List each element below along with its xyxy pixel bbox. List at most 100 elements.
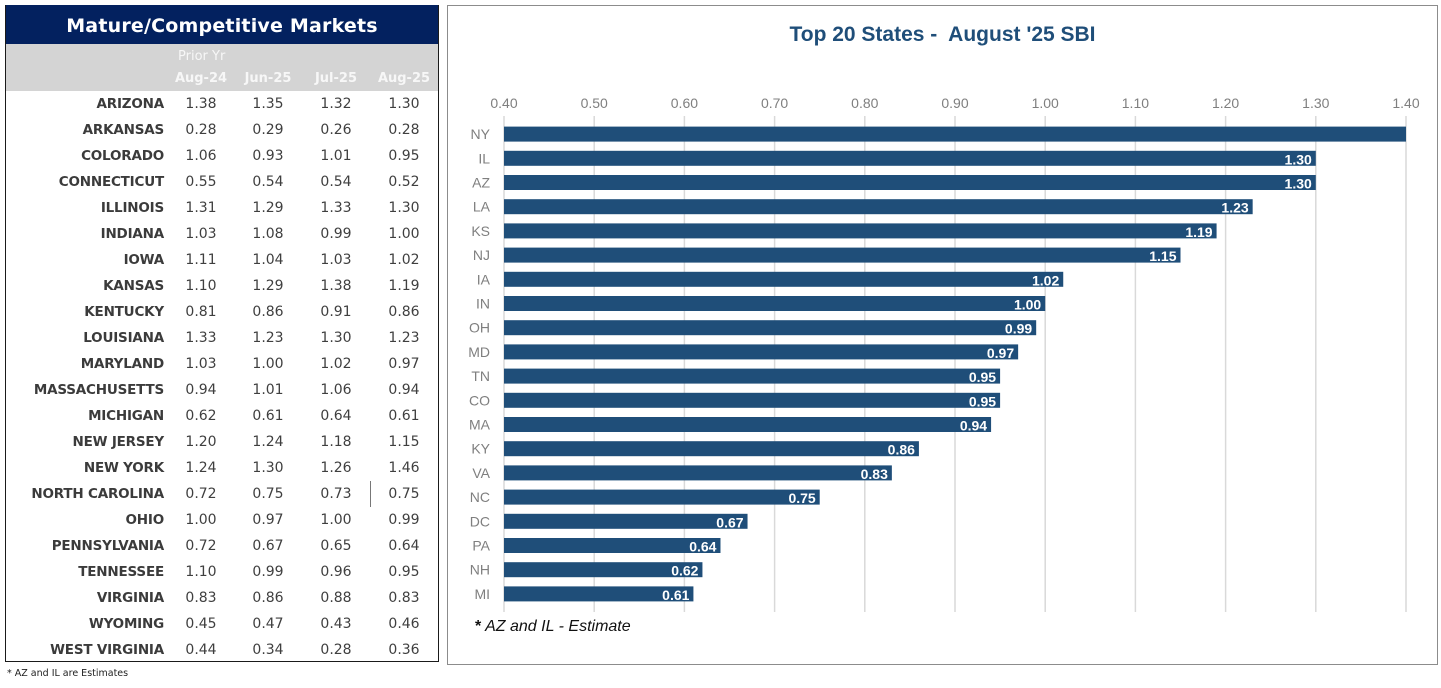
x-tick-label: 1.10 xyxy=(1122,95,1149,111)
table-cell: 1.06 xyxy=(320,382,352,398)
bar-nj xyxy=(504,247,1181,263)
table-cell: 1.19 xyxy=(388,278,420,294)
chart-panel: Top 20 States - August '25 SBI 0.40 0.50 0… xyxy=(447,5,1438,665)
footnote-text: AZ and IL - Estimate xyxy=(481,618,631,635)
category-label: MI xyxy=(474,586,490,602)
category-label: NY xyxy=(471,126,491,142)
table-cell: 0.94 xyxy=(185,382,217,398)
data-label: 0.95 xyxy=(969,369,996,385)
table-cell: 0.83 xyxy=(388,590,420,606)
category-label: MD xyxy=(468,344,490,360)
category-label: NH xyxy=(470,562,490,578)
column-header: Aug-25 xyxy=(377,71,431,86)
table-cell: 0.45 xyxy=(185,616,217,632)
state-name: ARIZONA xyxy=(96,96,165,112)
category-label: LA xyxy=(473,199,491,215)
table-cell: 1.20 xyxy=(185,434,217,450)
table-cell: 0.75 xyxy=(252,486,284,502)
data-label: 0.97 xyxy=(987,345,1014,361)
table-cell: 1.33 xyxy=(185,330,217,346)
state-name: ARKANSAS xyxy=(82,122,165,138)
footnote-asterisk: * xyxy=(475,618,482,635)
bar-oh xyxy=(504,320,1037,336)
x-tick-label: 1.00 xyxy=(1032,95,1059,111)
bar-ky xyxy=(504,441,919,457)
table-cell: 0.86 xyxy=(388,304,420,320)
chart-footnote: * AZ and IL - Estimate xyxy=(475,618,631,636)
table-row: ILLINOIS 1.31 1.29 1.33 1.30 xyxy=(6,195,438,221)
table-cell: 1.18 xyxy=(320,434,352,450)
table-cell: 1.00 xyxy=(185,512,217,528)
data-labels: 1.30 1.30 1.23 1.19 1.15 1.02 1.00 0.99 0.97 0.95… xyxy=(662,151,1312,603)
table-cell: 1.26 xyxy=(320,460,352,476)
category-label: MA xyxy=(469,417,491,433)
x-tick-label: 1.30 xyxy=(1302,95,1329,111)
data-label: 0.61 xyxy=(662,587,689,603)
table-row: ARIZONA 1.38 1.35 1.32 1.30 xyxy=(6,91,438,117)
state-name: MASSACHUSETTS xyxy=(33,382,164,398)
x-tick-label: 1.20 xyxy=(1212,95,1239,111)
table-row: KENTUCKY 0.81 0.86 0.91 0.86 xyxy=(6,299,438,325)
table-row: ARKANSAS 0.28 0.29 0.26 0.28 xyxy=(6,117,438,143)
table-cell: 1.30 xyxy=(388,200,420,216)
gridlines xyxy=(503,116,1407,612)
table-row: COLORADO 1.06 0.93 1.01 0.95 xyxy=(6,143,438,169)
bar-mi xyxy=(504,586,694,602)
state-name: MICHIGAN xyxy=(88,408,164,424)
x-tick-label: 0.50 xyxy=(581,95,608,111)
table-row: WYOMING 0.45 0.47 0.43 0.46 xyxy=(6,611,438,637)
bar-ia xyxy=(504,271,1064,287)
table-footnote: * AZ and IL are Estimates xyxy=(7,668,129,679)
bar-az xyxy=(504,175,1316,190)
table-cell: 1.35 xyxy=(252,96,284,112)
table-cell: 0.73 xyxy=(320,486,352,502)
table-cell: 0.52 xyxy=(388,174,420,190)
table-cell: 1.23 xyxy=(252,330,284,346)
state-name: PENNSYLVANIA xyxy=(51,538,165,554)
table-cell: 1.08 xyxy=(252,226,284,242)
table-cell: 0.67 xyxy=(252,538,284,554)
table-row: LOUISIANA 1.33 1.23 1.30 1.23 xyxy=(6,325,438,351)
table-cell: 1.38 xyxy=(320,278,352,294)
table-cell: 1.38 xyxy=(185,96,217,112)
category-label: DC xyxy=(470,513,490,529)
state-name: WEST VIRGINIA xyxy=(50,642,164,658)
table-cell: 0.94 xyxy=(388,382,420,398)
prior-year-label: Prior Yr xyxy=(178,49,226,64)
bar-ks xyxy=(504,223,1217,239)
table-cell: 0.95 xyxy=(388,564,420,580)
table-cell: 0.72 xyxy=(185,486,217,502)
category-label: TN xyxy=(471,368,490,384)
state-name: COLORADO xyxy=(81,148,164,164)
category-label: KY xyxy=(471,441,490,457)
table-cell: 1.30 xyxy=(252,460,284,476)
table-cell: 1.03 xyxy=(185,226,217,242)
table-cell: 1.03 xyxy=(320,252,352,268)
table-row: INDIANA 1.03 1.08 0.99 1.00 xyxy=(6,221,438,247)
table-row: WEST VIRGINIA 0.44 0.34 0.28 0.36 xyxy=(6,637,438,663)
table-row: OHIO 1.00 0.97 1.00 0.99 xyxy=(6,507,438,533)
table-cell: 1.03 xyxy=(185,356,217,372)
chart-title: Top 20 States - August '25 SBI xyxy=(789,23,1096,46)
bar-co xyxy=(504,392,1001,408)
data-label: 1.00 xyxy=(1014,297,1041,313)
data-label: 0.75 xyxy=(788,490,815,506)
state-name: OHIO xyxy=(125,512,165,528)
table-cell: 0.46 xyxy=(388,616,420,632)
table-cell: 0.28 xyxy=(320,642,352,658)
table-row: NORTH CAROLINA 0.72 0.75 0.73 0.75 xyxy=(6,481,438,507)
category-label: NJ xyxy=(473,247,490,263)
table-cell: 0.75 xyxy=(388,486,420,502)
data-label: 1.19 xyxy=(1185,224,1212,240)
state-name: KANSAS xyxy=(103,278,164,294)
category-label: IN xyxy=(476,296,490,312)
column-header: Aug-24 xyxy=(174,71,228,86)
data-label: 1.23 xyxy=(1221,200,1248,216)
data-label: 1.30 xyxy=(1285,176,1312,192)
table-cell: 0.64 xyxy=(320,408,352,424)
data-label: 0.83 xyxy=(861,466,888,482)
data-label: 0.95 xyxy=(969,393,996,409)
state-name: TENNESSEE xyxy=(78,564,164,580)
table-cell: 1.00 xyxy=(388,226,420,242)
table-cell: 0.55 xyxy=(185,174,217,190)
